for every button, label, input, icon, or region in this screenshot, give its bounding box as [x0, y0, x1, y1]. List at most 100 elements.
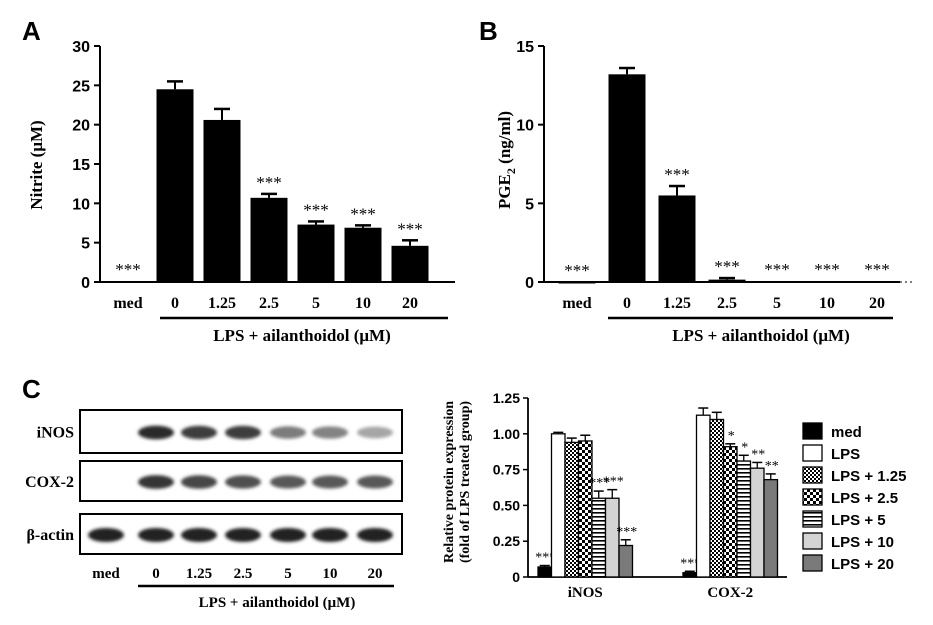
panel-b-x-tick-label: 10: [819, 295, 835, 312]
panel-b-x-tick-label: 5: [773, 295, 781, 312]
panel-c-bar: [591, 497, 607, 578]
blot-band: [357, 475, 393, 489]
panel-b-x-tick-label: 20: [869, 295, 885, 312]
panel-c-bar: [564, 441, 580, 578]
legend-label: LPS + 2.5: [831, 490, 898, 507]
blot-row-label: iNOS: [37, 425, 74, 442]
panel-letter-a: A: [22, 16, 41, 46]
blot-lane-label: 0: [152, 566, 160, 582]
panel-a-x-tick-label: 5: [312, 295, 320, 312]
blot-band: [312, 528, 348, 542]
panel-c-significance: ***: [589, 476, 610, 491]
panel-c-bar: [577, 440, 593, 578]
panel-a-bar: [250, 197, 288, 282]
panel-c-x-tick-label: iNOS: [568, 585, 603, 601]
panel-b-significance: ***: [864, 260, 890, 279]
panel-c-y-tick-label: 0.25: [493, 533, 520, 549]
panel-a-x-tick-label: 20: [402, 295, 418, 312]
panel-c-y-tick-label: 0: [512, 569, 520, 585]
panel-c-group-label: LPS + ailanthoidol (μM): [199, 595, 356, 611]
panel-c-bar: [736, 460, 752, 578]
panel-a-significance: ***: [256, 173, 282, 192]
blot-band: [225, 528, 261, 542]
panel-b-x-tick-label: 0: [623, 295, 631, 312]
panel-b-y-tick-label: 0: [525, 275, 534, 292]
panel-b-ylabel: PGE2 (ng/ml): [495, 111, 518, 209]
panel-c-bar: [550, 433, 566, 578]
panel-a-x-tick-label: 0: [171, 295, 179, 312]
blot-lane-label: med: [92, 566, 120, 582]
panel-c-y-tick-label: 0.50: [493, 497, 520, 513]
blot-band: [181, 528, 217, 542]
blot-band: [270, 426, 306, 439]
panel-a-ylabel: Nitrite (μM): [27, 120, 46, 209]
western-blot: iNOS COX-2 β-actin med 0 1.25 2.5 5 10 20: [25, 409, 403, 588]
blot-band: [138, 425, 174, 440]
panel-c-bar: [763, 478, 779, 578]
panel-b-y-tick-label: 5: [525, 196, 534, 213]
panel-a-bar: [391, 245, 429, 282]
blot-lane-label: 2.5: [234, 566, 253, 582]
panel-c-bar: [618, 544, 634, 578]
panel-a-group-label: LPS + ailanthoidol (μM): [213, 326, 391, 345]
blot-band: [225, 475, 261, 489]
legend-label: LPS: [831, 446, 860, 463]
panel-letter-c: C: [22, 374, 41, 404]
panel-b-bar: [608, 74, 646, 282]
panel-a-bar: [109, 281, 147, 283]
panel-c-bar: [709, 418, 725, 578]
panel-letter-b: B: [479, 16, 498, 46]
panel-b-significance: ***: [564, 261, 590, 280]
panel-a-significance: ***: [115, 260, 141, 279]
panel-a-y-tick-label: 20: [72, 118, 90, 135]
blot-band: [138, 528, 174, 542]
panel-b-bar: [558, 282, 596, 284]
panel-b-ylabel-rest: (ng/ml): [495, 111, 514, 168]
blot-band: [312, 475, 348, 489]
panel-b-bar: [858, 281, 896, 283]
legend-swatch: [802, 532, 823, 550]
panel-c-bar: [749, 467, 765, 578]
blot-row-label: COX-2: [25, 474, 74, 491]
panel-c-y-tick-label: 1.00: [493, 426, 520, 442]
panel-a-x-tick-label: 1.25: [208, 295, 236, 312]
blot-row-label: β-actin: [26, 527, 74, 544]
blot-lane-label: 10: [323, 566, 338, 582]
panel-c-chart: 00.250.500.751.001.25************iNOS***…: [493, 390, 787, 601]
blot-band: [138, 475, 174, 489]
panel-b-bar: [758, 281, 796, 283]
panel-c-y-tick-label: 1.25: [493, 390, 520, 406]
panel-c-bar: [537, 566, 553, 578]
panel-b-significance: ***: [714, 257, 740, 276]
legend-label: LPS + 1.25: [831, 468, 906, 485]
blot-band: [270, 528, 306, 542]
panel-a-y-tick-label: 5: [81, 236, 90, 253]
legend-swatch: [802, 422, 823, 440]
legend-swatch: [802, 466, 823, 484]
blot-band: [181, 475, 217, 489]
panel-b-chart: 0 5 10 15 *** med 0 *** 1.25 *** 2.5 *** 5 *** 10 *** 20: [516, 39, 914, 320]
panel-c-ylabel-line1: Relative protein expression: [442, 401, 457, 563]
panel-c-significance: *: [728, 429, 735, 444]
panel-c-ylabel-line2: (fold of LPS treated group): [458, 401, 473, 563]
panel-a-bar: [344, 227, 382, 282]
blot-band: [225, 425, 261, 440]
panel-c-significance: ***: [603, 475, 624, 490]
panel-a-x-tick-label: 2.5: [259, 295, 279, 312]
panel-b-x-tick-label: 2.5: [717, 295, 737, 312]
panel-b-ylabel-sub: 2: [504, 168, 518, 174]
panel-c-significance: **: [765, 459, 779, 474]
panel-a-significance: ***: [350, 204, 376, 223]
legend-swatch: [802, 554, 823, 572]
panel-b-bar: [658, 195, 696, 282]
panel-b-y-tick-label: 10: [516, 118, 534, 135]
legend-swatch: [802, 488, 823, 506]
panel-b-y-tick-label: 15: [516, 39, 534, 56]
panel-b-bar: [708, 279, 746, 282]
panel-c-significance: *: [741, 440, 748, 455]
panel-c-x-tick-label: COX-2: [707, 585, 753, 601]
legend-swatch: [802, 444, 823, 462]
blot-band: [357, 528, 393, 542]
legend-label: LPS + 10: [831, 534, 894, 551]
